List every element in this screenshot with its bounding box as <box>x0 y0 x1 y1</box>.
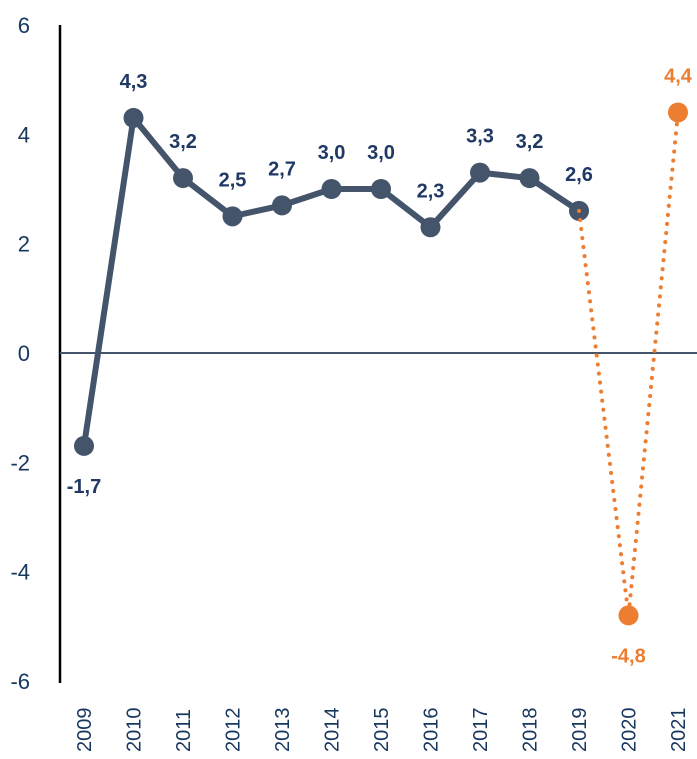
data-label: -1,7 <box>67 476 101 498</box>
x-tick-label: 2016 <box>421 708 443 753</box>
data-label: 4,3 <box>120 71 148 93</box>
y-tick-label: 4 <box>18 122 30 147</box>
chart-series <box>74 102 688 626</box>
data-point <box>668 102 688 123</box>
x-tick-label: 2017 <box>470 708 492 753</box>
y-tick-label: -6 <box>10 669 30 694</box>
data-point <box>173 168 193 189</box>
data-point <box>272 195 292 216</box>
x-tick-label: 2015 <box>371 708 393 753</box>
x-tick-label: 2013 <box>272 708 294 753</box>
data-point <box>321 179 342 199</box>
data-point <box>470 162 490 183</box>
chart-axes <box>58 25 697 683</box>
series-line-solid <box>81 114 582 449</box>
data-label: 3,0 <box>318 142 346 164</box>
y-axis-ticks: 6 4 2 0 -2 -4 -6 <box>10 13 30 694</box>
data-label: 3,0 <box>367 142 395 164</box>
data-point <box>618 605 639 626</box>
x-tick-label: 2009 <box>74 708 96 753</box>
x-tick-label: 2010 <box>124 708 146 753</box>
x-axis-ticks: 2009 2010 2011 2012 2013 2014 2015 2016 2017 2018… <box>74 708 690 753</box>
x-tick-label: 2020 <box>619 708 641 753</box>
x-tick-label: 2011 <box>173 709 195 752</box>
data-point <box>123 107 144 128</box>
data-label: 4,4 <box>664 65 693 87</box>
data-point <box>420 217 441 238</box>
chart-data-labels: -1,7 4,3 3,2 2,5 2,7 3,0 3,0 2,3 3,3 3,2 2,6 -4,8 4,… <box>67 65 693 667</box>
data-label: 3,2 <box>169 131 197 153</box>
data-label: 2,6 <box>565 164 593 186</box>
data-point <box>519 168 540 189</box>
y-tick-label: 2 <box>18 232 30 257</box>
data-label: 2,7 <box>268 158 296 180</box>
data-point <box>371 179 391 199</box>
data-label: -4,8 <box>611 645 645 667</box>
y-tick-label: 0 <box>18 341 30 366</box>
y-tick-label: -2 <box>10 450 30 475</box>
x-tick-label: 2018 <box>520 708 542 753</box>
y-tick-label: 6 <box>18 13 30 38</box>
data-label: 3,2 <box>516 131 544 153</box>
data-label: 2,3 <box>417 180 445 202</box>
x-tick-label: 2021 <box>668 708 690 753</box>
data-label: 2,5 <box>219 169 247 191</box>
data-point <box>74 435 94 456</box>
data-point <box>222 206 243 227</box>
x-tick-label: 2019 <box>569 708 591 753</box>
x-tick-label: 2012 <box>223 708 245 753</box>
y-tick-label: -4 <box>10 560 30 585</box>
x-tick-label: 2014 <box>322 708 344 753</box>
series-line-dotted <box>577 110 680 618</box>
data-label: 3,3 <box>466 126 494 148</box>
